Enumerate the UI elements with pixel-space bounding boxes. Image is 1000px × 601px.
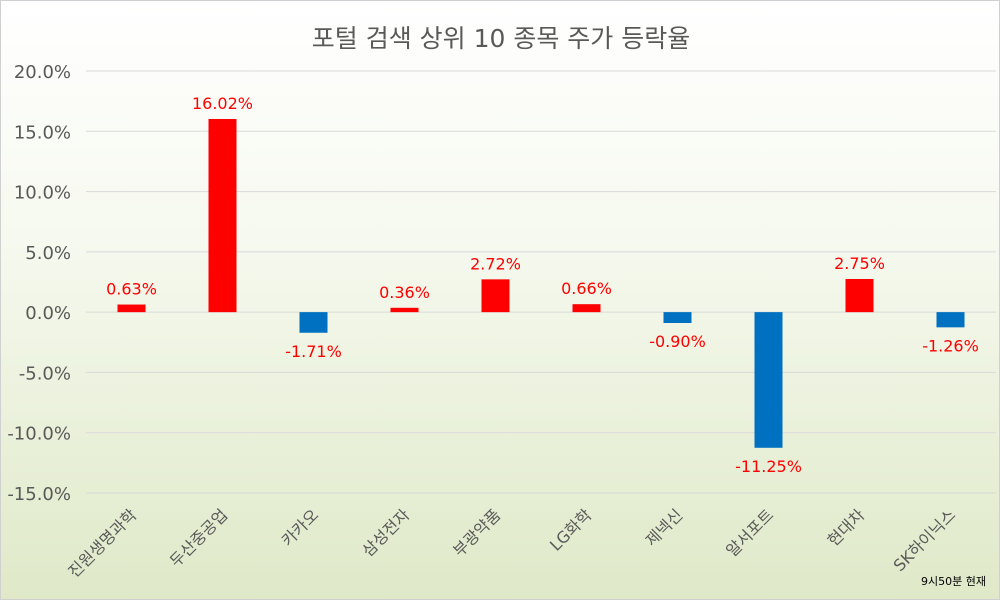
category-label: 진원생명과학 [64, 505, 140, 581]
category-labels: 진원생명과학 두산중공업 카카오 삼성전자 부광약품 LG화학 제넥신 알서포트 현대차 SK하이… [64, 505, 959, 581]
data-label: 2.72% [470, 254, 521, 273]
bar-3 [299, 312, 328, 333]
category-label: 알서포트 [722, 505, 777, 560]
bar-6 [572, 304, 601, 313]
data-label: 2.75% [834, 254, 885, 273]
category-label: 부광약품 [449, 505, 504, 560]
category-label: 카카오 [278, 505, 323, 550]
y-tick-label: -15.0% [7, 484, 71, 505]
chart-title: 포털 검색 상위 10 종목 주가 등락율 [312, 24, 691, 53]
y-tick-label: -5.0% [19, 363, 71, 384]
y-tick-label: 5.0% [25, 243, 71, 264]
data-labels: 0.63% 16.02% -1.71% 0.36% 2.72% 0.66% -0.90% -1… [106, 94, 979, 476]
data-label: 0.63% [106, 280, 157, 299]
bar-4 [390, 307, 419, 313]
bar-1 [117, 304, 146, 313]
data-label: 0.66% [561, 279, 612, 298]
data-label: -1.26% [922, 336, 979, 355]
bars [117, 118, 965, 448]
y-tick-label: 10.0% [14, 183, 71, 204]
data-label: 0.36% [379, 283, 430, 302]
bar-10 [936, 312, 965, 328]
gridlines [86, 70, 996, 494]
category-label: 제넥신 [642, 505, 687, 550]
bar-8 [754, 312, 783, 448]
y-tick-label: 0.0% [25, 303, 71, 324]
category-label: LG화학 [546, 505, 596, 555]
timestamp-annotation: 9시50분 현재 [921, 575, 986, 588]
category-label: 삼성전자 [358, 505, 413, 560]
bar-2 [208, 118, 237, 313]
data-label: 16.02% [192, 94, 253, 113]
y-tick-label: 20.0% [14, 62, 71, 83]
y-axis-tick-labels: 20.0% 15.0% 10.0% 5.0% 0.0% -5.0% -10.0% -15.0% [7, 62, 71, 505]
category-label: 두산중공업 [166, 505, 231, 570]
category-label: 현대차 [824, 505, 869, 550]
data-label: -11.25% [735, 457, 802, 476]
category-label: SK하이닉스 [890, 505, 960, 575]
data-label: -1.71% [285, 342, 342, 361]
bar-5 [481, 279, 510, 313]
y-tick-label: -10.0% [7, 424, 71, 445]
bar-7 [663, 312, 692, 323]
data-label: -0.90% [649, 332, 706, 351]
bar-9 [845, 278, 874, 313]
y-tick-label: 15.0% [14, 122, 71, 143]
